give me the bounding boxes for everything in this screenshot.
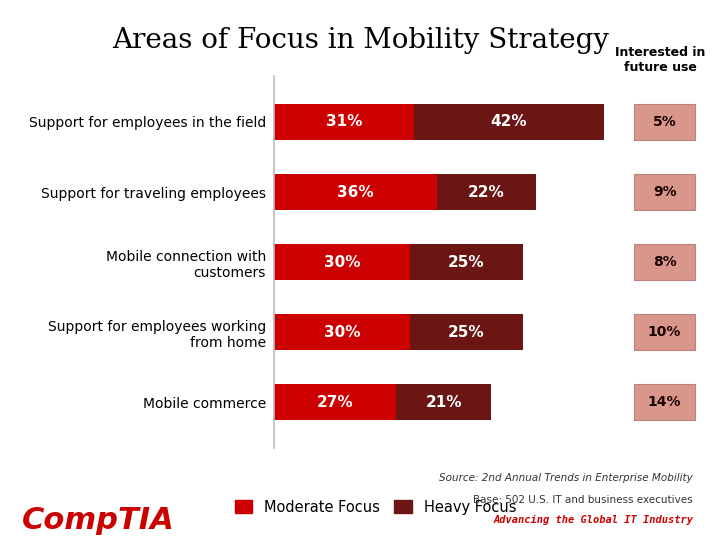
Text: 30%: 30% — [323, 254, 360, 270]
Text: 25%: 25% — [448, 325, 484, 340]
Text: 36%: 36% — [337, 185, 374, 199]
Text: 31%: 31% — [326, 115, 362, 129]
Bar — [274, 384, 396, 420]
Bar — [437, 174, 536, 210]
Text: 21%: 21% — [425, 395, 462, 410]
Bar — [410, 314, 523, 351]
Bar — [274, 314, 410, 351]
Text: Areas of Focus in Mobility Strategy: Areas of Focus in Mobility Strategy — [113, 27, 609, 54]
Text: 42%: 42% — [491, 115, 527, 129]
Bar — [396, 384, 491, 420]
Bar — [414, 104, 604, 140]
Bar — [410, 244, 523, 280]
Text: Source: 2nd Annual Trends in Enterprise Mobility: Source: 2nd Annual Trends in Enterprise … — [440, 473, 693, 483]
Bar — [274, 244, 410, 280]
Text: CompTIA: CompTIA — [22, 506, 175, 535]
Text: 30%: 30% — [323, 325, 360, 340]
Text: 8%: 8% — [653, 255, 677, 269]
Text: Advancing the Global IT Industry: Advancing the Global IT Industry — [493, 515, 693, 525]
Text: Base: 502 U.S. IT and business executives: Base: 502 U.S. IT and business executive… — [474, 495, 693, 505]
Bar — [274, 174, 437, 210]
Text: 25%: 25% — [448, 254, 484, 270]
Text: Interested in
future use: Interested in future use — [615, 46, 706, 74]
Text: 5%: 5% — [653, 115, 677, 129]
Text: 22%: 22% — [468, 185, 505, 199]
Text: 10%: 10% — [648, 325, 682, 339]
Text: 27%: 27% — [317, 395, 354, 410]
Text: 14%: 14% — [648, 395, 682, 409]
Text: 9%: 9% — [653, 185, 677, 199]
Legend: Moderate Focus, Heavy Focus: Moderate Focus, Heavy Focus — [235, 500, 516, 515]
Bar — [274, 104, 414, 140]
